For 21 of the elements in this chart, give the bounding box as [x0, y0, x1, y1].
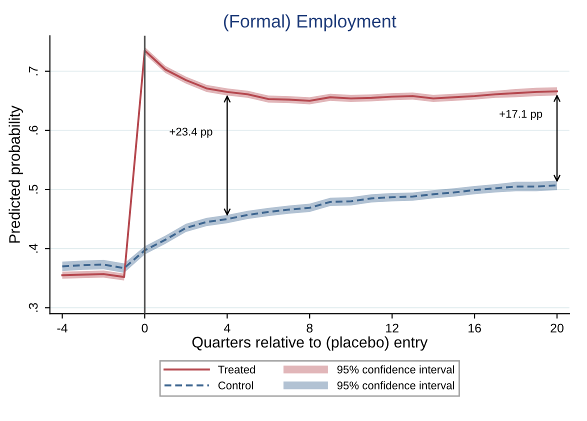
legend-label: Treated [218, 365, 255, 374]
chart-title: (Formal) Employment [224, 14, 396, 32]
annotation: +23.4 pp [170, 128, 212, 138]
x-tick-label: -4 [57, 324, 68, 332]
y-tick-label: .7 [28, 66, 38, 76]
x-tick-label: 12 [386, 324, 398, 332]
x-tick-label: 0 [142, 324, 148, 333]
x-axis-title: Quarters relative to (placebo) entry [192, 336, 428, 351]
y-tick-label: .3 [28, 303, 38, 312]
x-tick-label: 16 [468, 324, 481, 333]
legend-label: Control [218, 381, 253, 390]
y-tick-label: .6 [28, 126, 38, 134]
y-tick-label: .5 [28, 184, 38, 194]
x-tick-label: 4 [224, 324, 230, 332]
y-tick-label: .4 [28, 244, 38, 253]
annotation: +17.1 pp [500, 110, 542, 120]
x-tick-label: 8 [306, 324, 313, 333]
x-tick-label: 20 [550, 324, 564, 333]
text: 95% confidence interval [337, 381, 454, 390]
text: 95% confidence interval [337, 365, 454, 374]
y-axis-title: Predicted probability [8, 106, 23, 243]
